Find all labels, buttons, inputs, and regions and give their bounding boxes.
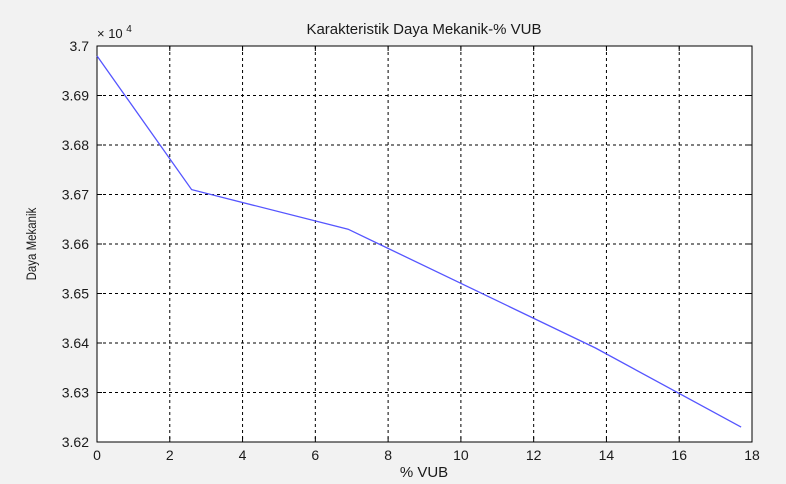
series-line — [96, 55, 742, 428]
x-tick-label: 8 — [384, 447, 392, 463]
y-tick-labels: 3.62 3.63 3.64 3.65 3.66 3.67 3.68 3.69 3.7 — [62, 38, 89, 450]
x-tick-label: 2 — [166, 447, 174, 463]
x-tick-label: 14 — [599, 447, 615, 463]
y-tick-label: 3.64 — [62, 335, 89, 351]
y-tick-label: 3.68 — [62, 137, 89, 153]
y-multiplier-exponent: 4 — [126, 24, 132, 35]
x-tick-label: 18 — [744, 447, 760, 463]
x-tick-label: 6 — [311, 447, 319, 463]
y-tick-label: 3.69 — [62, 88, 89, 104]
y-tick-label: 3.63 — [62, 385, 89, 401]
chart-title: Karakteristik Daya Mekanik-% VUB — [306, 21, 541, 38]
x-axis-label: % VUB — [400, 464, 448, 481]
y-axis-label: Daya Mekanik — [23, 207, 39, 280]
x-tick-label: 12 — [526, 447, 542, 463]
x-tick-label: 0 — [93, 447, 101, 463]
x-tick-label: 16 — [671, 447, 687, 463]
x-tick-label: 4 — [239, 447, 247, 463]
y-axis-multiplier: × 10 4 — [97, 24, 132, 41]
x-tick-label: 10 — [453, 447, 469, 463]
y-tick-label: 3.65 — [62, 286, 89, 302]
y-tick-label: 3.66 — [62, 236, 89, 252]
y-tick-label: 3.7 — [70, 38, 90, 54]
series-layer — [96, 55, 742, 428]
y-multiplier-base: × 10 — [97, 26, 123, 41]
axis-ticks — [96, 45, 753, 443]
grid-lines — [97, 46, 752, 442]
y-tick-label: 3.67 — [62, 187, 89, 203]
y-tick-label: 3.62 — [62, 434, 89, 450]
x-tick-labels: 0 2 4 6 8 10 12 14 16 18 — [93, 447, 760, 463]
